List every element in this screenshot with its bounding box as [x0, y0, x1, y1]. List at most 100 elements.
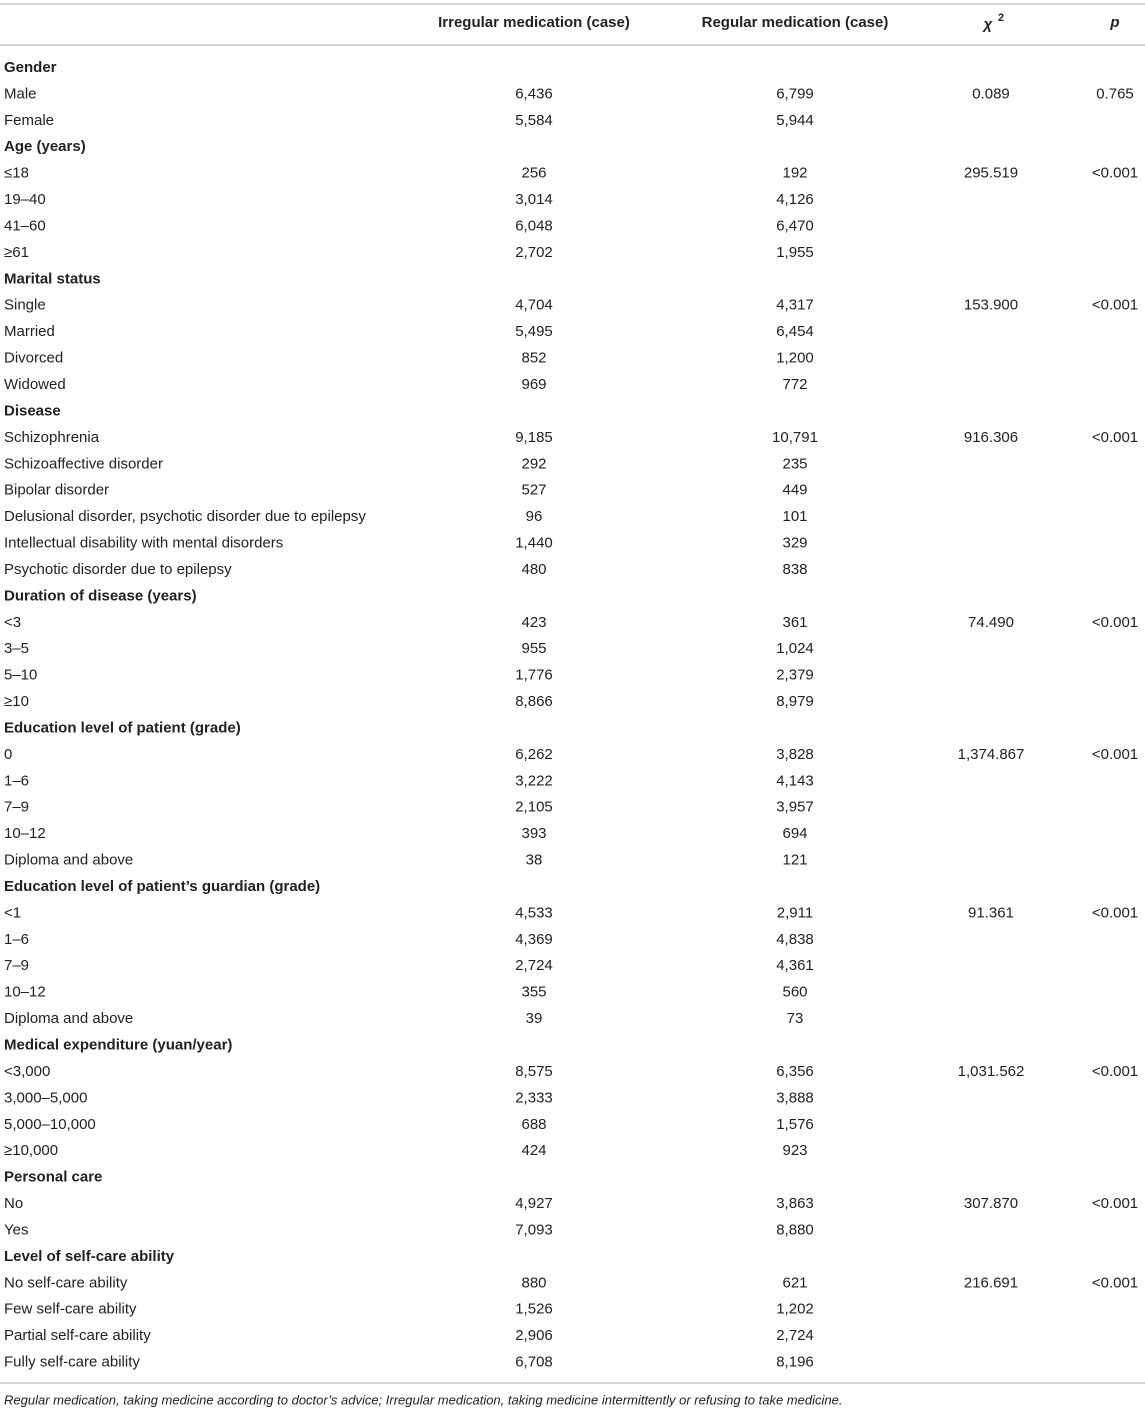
- irregular-count: 1,440: [515, 535, 553, 552]
- irregular-count: 256: [521, 165, 546, 182]
- row-label: 1–6: [4, 931, 29, 948]
- chi-superscript: 2: [998, 12, 1004, 24]
- row-label: Fully self-care ability: [4, 1354, 140, 1371]
- row-label: ≥10: [4, 693, 29, 710]
- regular-count: 4,361: [776, 957, 814, 974]
- regular-count: 121: [782, 852, 807, 869]
- column-header: Irregular medication (case): [438, 14, 630, 31]
- regular-count: 5,944: [776, 112, 814, 129]
- regular-count: 73: [787, 1010, 804, 1027]
- irregular-count: 2,906: [515, 1327, 553, 1344]
- regular-count: 923: [782, 1142, 807, 1159]
- regular-count: 621: [782, 1274, 807, 1291]
- irregular-count: 3,222: [515, 772, 553, 789]
- regular-count: 329: [782, 535, 807, 552]
- irregular-count: 1,526: [515, 1301, 553, 1318]
- row-label: Schizophrenia: [4, 429, 100, 446]
- row-label: Partial self-care ability: [4, 1327, 151, 1344]
- regular-count: 3,863: [776, 1195, 814, 1212]
- row-label: 0: [4, 746, 12, 763]
- group-title: Education level of patient’s guardian (g…: [4, 878, 320, 895]
- regular-count: 8,196: [776, 1354, 814, 1371]
- chi-square: 307.870: [964, 1195, 1018, 1212]
- chi-square: 0.089: [972, 85, 1010, 102]
- chi-square: 916.306: [964, 429, 1018, 446]
- regular-count: 6,356: [776, 1063, 814, 1080]
- row-label: 5–10: [4, 667, 37, 684]
- regular-count: 694: [782, 825, 807, 842]
- p-value: <0.001: [1092, 904, 1138, 921]
- irregular-count: 4,927: [515, 1195, 553, 1212]
- p-value: 0.765: [1096, 85, 1134, 102]
- row-label: 1–6: [4, 772, 29, 789]
- regular-count: 1,576: [776, 1116, 814, 1133]
- group-title: Marital status: [4, 270, 101, 287]
- p-value: <0.001: [1092, 1063, 1138, 1080]
- regular-count: 3,888: [776, 1089, 814, 1106]
- row-label: 10–12: [4, 825, 46, 842]
- irregular-count: 4,704: [515, 297, 553, 314]
- row-label: 7–9: [4, 957, 29, 974]
- group-title: Age (years): [4, 138, 86, 155]
- regular-count: 192: [782, 165, 807, 182]
- irregular-count: 423: [521, 614, 546, 631]
- regular-count: 8,979: [776, 693, 814, 710]
- irregular-count: 2,333: [515, 1089, 553, 1106]
- irregular-count: 4,533: [515, 904, 553, 921]
- row-label: Yes: [4, 1221, 28, 1238]
- regular-count: 2,911: [777, 904, 813, 921]
- row-label: No: [4, 1195, 23, 1212]
- p-value: <0.001: [1092, 1274, 1138, 1291]
- irregular-count: 3,014: [515, 191, 553, 208]
- row-label: <3: [4, 614, 21, 631]
- irregular-count: 5,495: [515, 323, 553, 340]
- row-label: ≥10,000: [4, 1142, 58, 1159]
- regular-count: 4,317: [776, 297, 814, 314]
- irregular-count: 2,105: [515, 799, 553, 816]
- irregular-count: 5,584: [515, 112, 553, 129]
- regular-count: 235: [782, 455, 807, 472]
- p-value: <0.001: [1092, 297, 1138, 314]
- regular-count: 4,126: [776, 191, 814, 208]
- row-label: Married: [4, 323, 55, 340]
- regular-count: 101: [782, 508, 807, 525]
- irregular-count: 1,776: [515, 667, 553, 684]
- group-title: Gender: [4, 59, 57, 76]
- irregular-count: 8,866: [515, 693, 553, 710]
- irregular-count: 2,702: [515, 244, 553, 261]
- regular-count: 4,838: [776, 931, 814, 948]
- row-label: No self-care ability: [4, 1274, 128, 1291]
- irregular-count: 355: [521, 984, 546, 1001]
- row-label: Intellectual disability with mental diso…: [4, 535, 283, 552]
- chi-square: 1,374.867: [958, 746, 1025, 763]
- regular-count: 1,024: [776, 640, 814, 657]
- chi-header: χ: [982, 16, 994, 33]
- irregular-count: 8,575: [515, 1063, 553, 1080]
- footnote: Regular medication, taking medicine acco…: [4, 1392, 842, 1407]
- row-label: 3,000–5,000: [4, 1089, 87, 1106]
- row-label: <1: [4, 904, 21, 921]
- row-label: Single: [4, 297, 46, 314]
- group-title: Duration of disease (years): [4, 587, 197, 604]
- regular-count: 4,143: [776, 772, 814, 789]
- irregular-count: 7,093: [515, 1221, 553, 1238]
- regular-count: 772: [782, 376, 807, 393]
- row-label: Divorced: [4, 350, 63, 367]
- chi-square: 153.900: [964, 297, 1018, 314]
- irregular-count: 6,048: [515, 217, 553, 234]
- irregular-count: 2,724: [515, 957, 553, 974]
- row-label: Widowed: [4, 376, 66, 393]
- regular-count: 560: [782, 984, 807, 1001]
- regular-count: 1,202: [776, 1301, 814, 1318]
- irregular-count: 39: [526, 1010, 543, 1027]
- row-label: 5,000–10,000: [4, 1116, 96, 1133]
- row-label: 10–12: [4, 984, 46, 1001]
- regular-count: 10,791: [772, 429, 818, 446]
- irregular-count: 96: [526, 508, 543, 525]
- row-label: 41–60: [4, 217, 46, 234]
- group-title: Disease: [4, 402, 61, 419]
- row-label: Female: [4, 112, 54, 129]
- regular-count: 8,880: [776, 1221, 814, 1238]
- chi-square: 1,031.562: [958, 1063, 1025, 1080]
- row-label: <3,000: [4, 1063, 50, 1080]
